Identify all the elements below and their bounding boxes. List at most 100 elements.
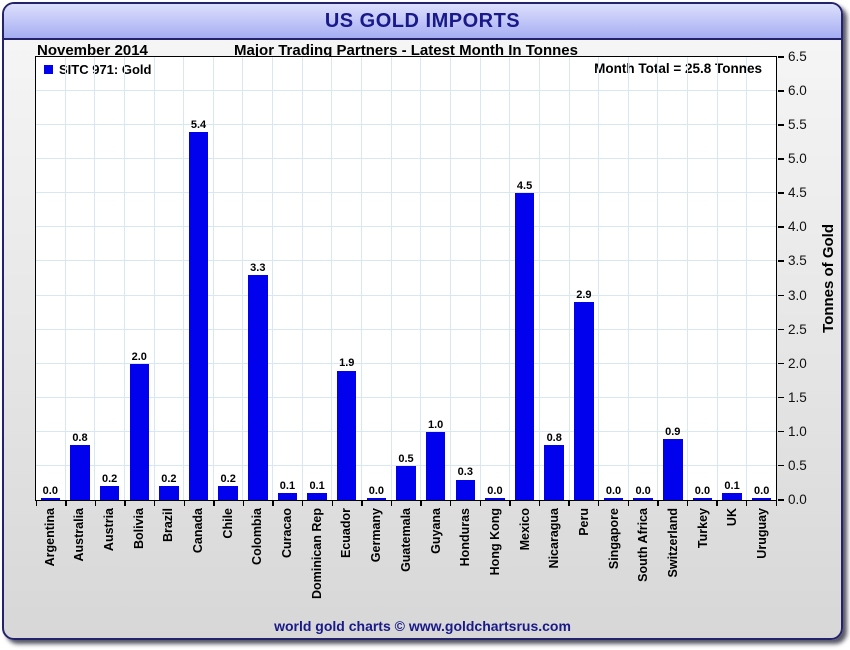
h-gridline bbox=[36, 328, 776, 330]
bar bbox=[574, 302, 594, 500]
bar-column: 0.0 bbox=[599, 57, 629, 500]
bar-column: 1.9 bbox=[332, 57, 363, 500]
x-label-slot: Mexico bbox=[510, 508, 540, 624]
bar bbox=[751, 498, 772, 500]
x-label-slot: Honduras bbox=[451, 508, 481, 624]
x-label-slot: Brazil bbox=[154, 508, 184, 624]
bar-value-label: 0.0 bbox=[754, 484, 770, 497]
x-label-slot: Germany bbox=[362, 508, 392, 624]
y-tick bbox=[778, 430, 784, 433]
y-tick bbox=[778, 260, 784, 262]
bar bbox=[544, 445, 564, 500]
x-tick bbox=[35, 501, 37, 506]
bar bbox=[692, 498, 713, 500]
bar-column: 1.0 bbox=[421, 57, 451, 500]
bar-column: 0.0 bbox=[629, 57, 659, 500]
bar bbox=[425, 431, 446, 500]
bar bbox=[603, 498, 624, 500]
bar-column: 0.0 bbox=[688, 57, 718, 500]
x-label-slot: Colombia bbox=[243, 508, 273, 624]
x-tick bbox=[775, 501, 777, 506]
x-tick bbox=[242, 501, 245, 506]
bar-value-label: 0.8 bbox=[72, 432, 88, 445]
bar-column: 0.9 bbox=[658, 57, 689, 500]
x-label-slot: Singapore bbox=[599, 508, 629, 624]
bar-column: 5.4 bbox=[184, 57, 214, 500]
x-axis-label: South Africa bbox=[636, 508, 651, 582]
x-tick bbox=[449, 501, 452, 506]
x-label-slot: Hong Kong bbox=[480, 508, 510, 624]
bar bbox=[40, 498, 61, 500]
x-label-slot: Curacao bbox=[273, 508, 303, 624]
bar-value-label: 0.2 bbox=[220, 473, 236, 486]
x-tick bbox=[124, 501, 126, 506]
bar-value-label: 5.4 bbox=[190, 118, 207, 131]
bar-column: 4.5 bbox=[510, 57, 540, 500]
x-tick bbox=[716, 501, 718, 506]
bar-value-label: 1.9 bbox=[339, 357, 355, 370]
x-tick bbox=[183, 501, 185, 506]
bar bbox=[218, 486, 238, 500]
bar-value-label: 0.1 bbox=[309, 480, 325, 493]
bar-value-label: 3.3 bbox=[250, 262, 266, 274]
h-gridline bbox=[36, 124, 776, 126]
bar-value-label: 0.2 bbox=[161, 473, 177, 486]
bar bbox=[455, 479, 476, 500]
month-total-annotation: Month Total = 25.8 Tonnes bbox=[594, 61, 762, 76]
legend-marker-icon bbox=[44, 65, 53, 74]
h-gridline bbox=[36, 430, 776, 432]
x-tick bbox=[301, 501, 304, 506]
x-label-slot: Guatemala bbox=[391, 508, 421, 624]
x-axis-label: Dominican Rep bbox=[309, 508, 324, 599]
x-tick bbox=[568, 501, 570, 506]
footer-credit: world gold charts © www.goldchartsrus.co… bbox=[274, 618, 571, 634]
y-tick bbox=[778, 90, 784, 92]
y-tick bbox=[778, 192, 784, 194]
bar bbox=[722, 493, 742, 500]
bar bbox=[396, 465, 416, 500]
h-gridline bbox=[36, 192, 776, 194]
x-tick bbox=[361, 501, 363, 506]
y-tick bbox=[778, 396, 784, 399]
x-tick bbox=[390, 501, 393, 506]
bar bbox=[307, 493, 327, 500]
x-tick bbox=[420, 501, 422, 506]
bar-value-label: 0.1 bbox=[279, 480, 296, 493]
h-gridline bbox=[36, 226, 776, 228]
y-tick bbox=[778, 124, 784, 126]
x-label-slot: Bolivia bbox=[124, 508, 154, 624]
x-axis-label: Germany bbox=[369, 508, 384, 563]
x-axis-label: Curacao bbox=[280, 508, 295, 559]
x-label-slot: Peru bbox=[569, 508, 599, 624]
bar-column: 0.2 bbox=[214, 57, 244, 500]
bar-value-label: 0.0 bbox=[694, 484, 711, 497]
plot-area: SITC 971: Gold Month Total = 25.8 Tonnes… bbox=[35, 56, 777, 501]
x-tick bbox=[479, 501, 481, 506]
bar-value-label: 0.0 bbox=[635, 484, 651, 497]
bar-column: 0.0 bbox=[481, 57, 511, 500]
x-tick bbox=[538, 501, 541, 506]
x-axis-label: Bolivia bbox=[131, 508, 146, 549]
x-label-slot: South Africa bbox=[629, 508, 659, 624]
x-label-slot: UK bbox=[718, 508, 748, 624]
x-label-slot: Turkey bbox=[688, 508, 718, 624]
bar-column: 0.2 bbox=[155, 57, 185, 500]
y-tick bbox=[778, 362, 784, 365]
legend: SITC 971: Gold bbox=[44, 62, 151, 77]
x-tick bbox=[331, 501, 333, 506]
bar-column: 0.0 bbox=[36, 57, 66, 500]
bar-value-label: 0.1 bbox=[724, 480, 740, 493]
bar-column: 2.9 bbox=[570, 57, 600, 500]
h-gridline bbox=[36, 396, 776, 398]
bar-value-label: 2.9 bbox=[576, 289, 592, 302]
date-label: November 2014 bbox=[37, 42, 148, 59]
y-tick bbox=[778, 294, 784, 297]
bar bbox=[277, 493, 298, 500]
bars-layer: 0.0 0.8 0.2 2.0 0.2 5.4 0.2 3.3 0.1 0.1 1.9 0.0 0.5 1… bbox=[36, 57, 776, 500]
y-tick bbox=[778, 226, 784, 228]
h-gridline bbox=[36, 260, 776, 262]
bar bbox=[159, 486, 179, 500]
bar-value-label: 2.0 bbox=[131, 350, 147, 363]
x-axis-label: Singapore bbox=[606, 508, 621, 570]
y-tick bbox=[778, 499, 784, 501]
